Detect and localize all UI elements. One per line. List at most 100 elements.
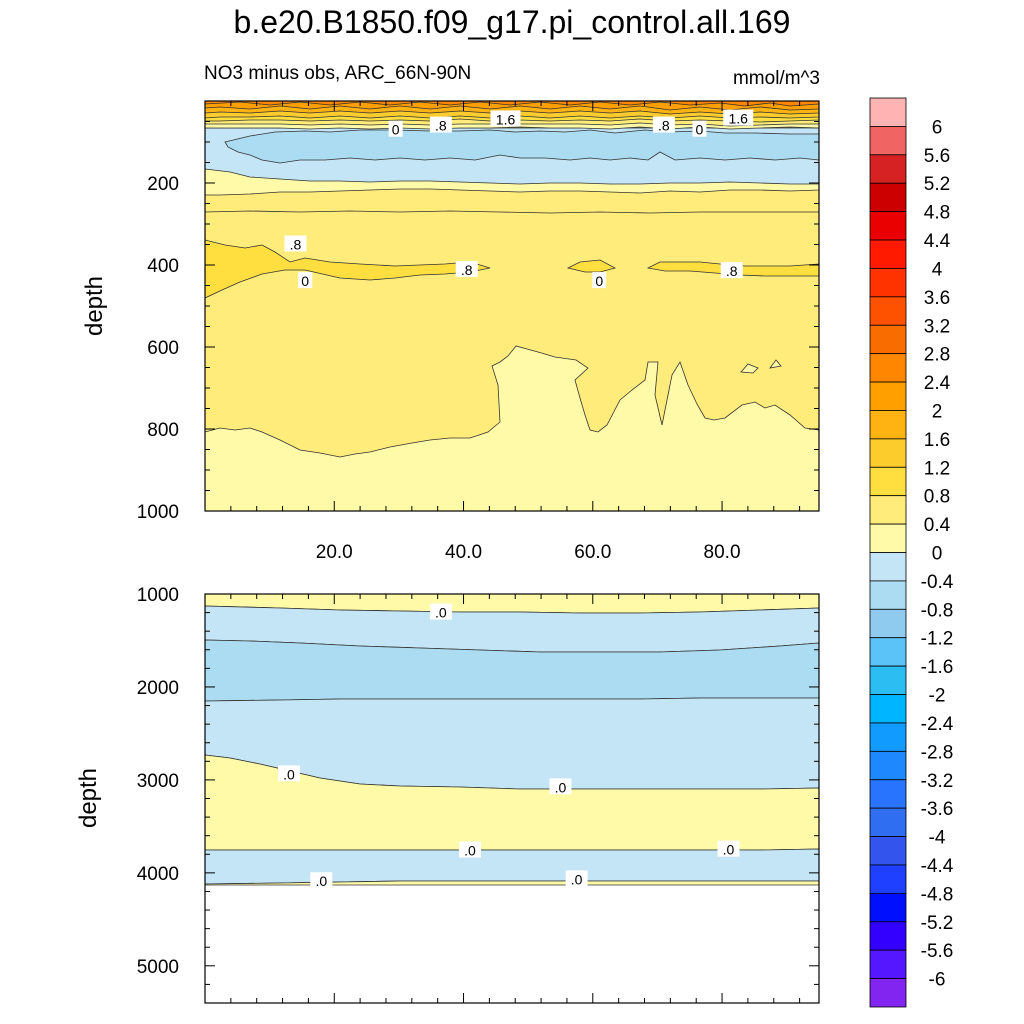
colorbar-tick-label: 1.2 [924, 458, 950, 479]
lower-contour-labels: .0 .0 .0 .0 .0 .0 .0 [278, 603, 740, 889]
lower-contour-fill [205, 594, 819, 1003]
colorbar-tick-label: -4.4 [921, 856, 954, 877]
colorbar-tick-label: -2 [929, 686, 946, 707]
colorbar-swatch [869, 892, 907, 923]
contour-label-bg [310, 872, 333, 889]
contour-label-bg [717, 840, 740, 857]
colorbar-swatch [869, 239, 907, 269]
colorbar-tick-label: -1.2 [921, 629, 954, 650]
colorbar-swatch [869, 779, 907, 809]
upper-ytick-label: 400 [147, 256, 179, 277]
contour-label-bg [298, 272, 313, 289]
lower-ytick-label: 2000 [137, 678, 179, 699]
lower-y-axis-label: depth [75, 768, 102, 828]
contour-label-bg [388, 120, 403, 137]
colorbar-swatch [869, 324, 907, 355]
colorbar: 6 5.6 5.2 4.8 4.4 4 3.6 3.2 2.8 2.4 2 1.6 1.2 0.8 0.4 0… [869, 97, 954, 1008]
contour-label: .0 [571, 871, 583, 887]
colorbar-tick-label: 5.2 [924, 174, 950, 195]
upper-panel: 200 400 600 800 1000 20.0 40.0 60.0 80.0 0 .8 1.6.… [81, 100, 820, 563]
colorbar-tick-label: 2.8 [924, 345, 950, 366]
contour-label: .0 [435, 605, 447, 621]
colorbar-swatch [869, 750, 907, 781]
colorbar-swatch [869, 608, 907, 639]
colorbar-swatch [869, 552, 907, 582]
contour-label-bg [490, 110, 521, 127]
units-label: mmol/m^3 [732, 68, 820, 89]
chart-subtitle: NO3 minus obs, ARC_66N-90N [204, 63, 472, 84]
colorbar-tick-label: 2.4 [924, 373, 951, 394]
colorbar-tick-label: -4 [929, 828, 946, 849]
colorbar-tick-label: -0.8 [921, 600, 954, 621]
colorbar-tick-label: 6 [932, 117, 943, 138]
colorbar-swatch [869, 410, 907, 440]
contour-label: 0 [696, 122, 704, 138]
contour-label-bg [723, 109, 754, 126]
colorbar-tick-label: 0.4 [924, 515, 951, 536]
lower-ytick-label: 3000 [137, 771, 179, 792]
contour-label: .8 [461, 262, 473, 278]
colorbar-swatch [869, 637, 907, 667]
contour-label-bg [429, 116, 452, 133]
upper-ytick-label: 600 [147, 338, 179, 359]
contour-label-bg [284, 235, 307, 252]
colorbar-tick-label: -0.4 [921, 572, 954, 593]
colorbar-swatch [869, 353, 907, 383]
colorbar-swatch [869, 978, 907, 1008]
colorbar-swatch [869, 296, 907, 326]
upper-fill-surface-2-2.4 [205, 101, 819, 111]
colorbar-swatch [869, 495, 907, 525]
upper-fill-neg0.8-neg0.4 [224, 129, 819, 164]
upper-fill-island-2 [769, 359, 782, 369]
colorbar-swatch [869, 722, 907, 752]
colorbar-tick-label: -3.6 [921, 799, 954, 820]
upper-contour-fill [205, 101, 819, 511]
colorbar-swatch [869, 126, 907, 156]
upper-ticks: 200 400 600 800 1000 20.0 40.0 60.0 80.0 [137, 101, 819, 563]
colorbar-swatch [869, 580, 907, 610]
upper-xtick-label: 20.0 [316, 542, 353, 563]
contour-label: 0 [392, 122, 400, 138]
upper-fill-island-1 [740, 363, 759, 374]
upper-contour-labels: 0 .8 1.6 .8 0 1.6 0 0 .8 .8 .8 [284, 109, 754, 289]
colorbar-tick-label: -5.6 [921, 941, 954, 962]
colorbar-tick-label: 4.8 [924, 203, 950, 224]
contour-label-bg [565, 870, 588, 887]
colorbar-tick-label: 4 [932, 259, 943, 280]
colorbar-tick-label: 0 [932, 544, 943, 565]
colorbar-swatch [869, 268, 907, 298]
chart-title: b.e20.B1850.f09_g17.pi_control.all.169 [233, 4, 791, 40]
colorbar-tick-label: -2.4 [921, 714, 954, 735]
colorbar-swatch [869, 523, 907, 553]
colorbar-tick-label: 3.6 [924, 288, 950, 309]
contour-label-bg [429, 603, 452, 620]
colorbar-tick-label: -2.8 [921, 742, 954, 763]
contour-label: 1.6 [728, 111, 748, 127]
colorbar-swatch [869, 154, 907, 184]
upper-ytick-label: 200 [147, 174, 179, 195]
colorbar-swatch [869, 211, 907, 241]
lower-ytick-label: 4000 [137, 864, 179, 885]
upper-ytick-label: 800 [147, 420, 179, 441]
contour-label-bg [652, 116, 675, 133]
contour-label: .8 [290, 237, 302, 253]
lower-ticks: 1000 2000 3000 4000 5000 [137, 585, 819, 1004]
colorbar-swatch [869, 807, 907, 837]
colorbar-swatch [869, 949, 907, 979]
contour-label: 0 [301, 273, 309, 289]
contour-label: .8 [658, 118, 670, 134]
colorbar-swatch [869, 694, 907, 724]
colorbar-tick-label: 5.6 [924, 146, 950, 167]
colorbar-swatch [869, 836, 907, 866]
contour-label: .0 [723, 842, 735, 858]
contour-label-bg [458, 841, 481, 858]
lower-fill-0-0.4-bottom [205, 880, 819, 886]
upper-contour-line-1 [205, 210, 819, 214]
contour-label: 1.6 [496, 111, 516, 127]
colorbar-swatch [869, 97, 907, 127]
upper-xtick-label: 40.0 [445, 542, 482, 563]
colorbar-swatch [869, 381, 907, 411]
lower-panel: 1000 2000 3000 4000 5000 .0 .0 .0 .0 .0 .0 .0 dept… [75, 585, 820, 1004]
lower-ytick-label: 5000 [137, 957, 179, 978]
